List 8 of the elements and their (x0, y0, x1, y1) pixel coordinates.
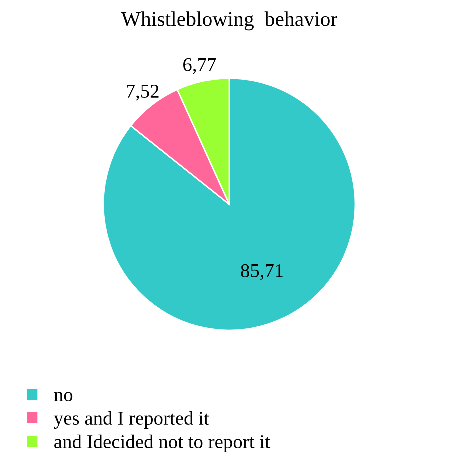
chart-title: Whistleblowing behavior (121, 12, 338, 31)
pie-slice (102, 78, 356, 332)
data-label: 7,52 (127, 84, 159, 101)
data-label: 85,71 (241, 264, 284, 280)
legend-label: no (54, 392, 73, 402)
legend-label: yes and I reported it (54, 411, 210, 430)
data-label: 6,77 (184, 58, 216, 74)
legend-label: and Idecided not to report it (54, 434, 270, 452)
